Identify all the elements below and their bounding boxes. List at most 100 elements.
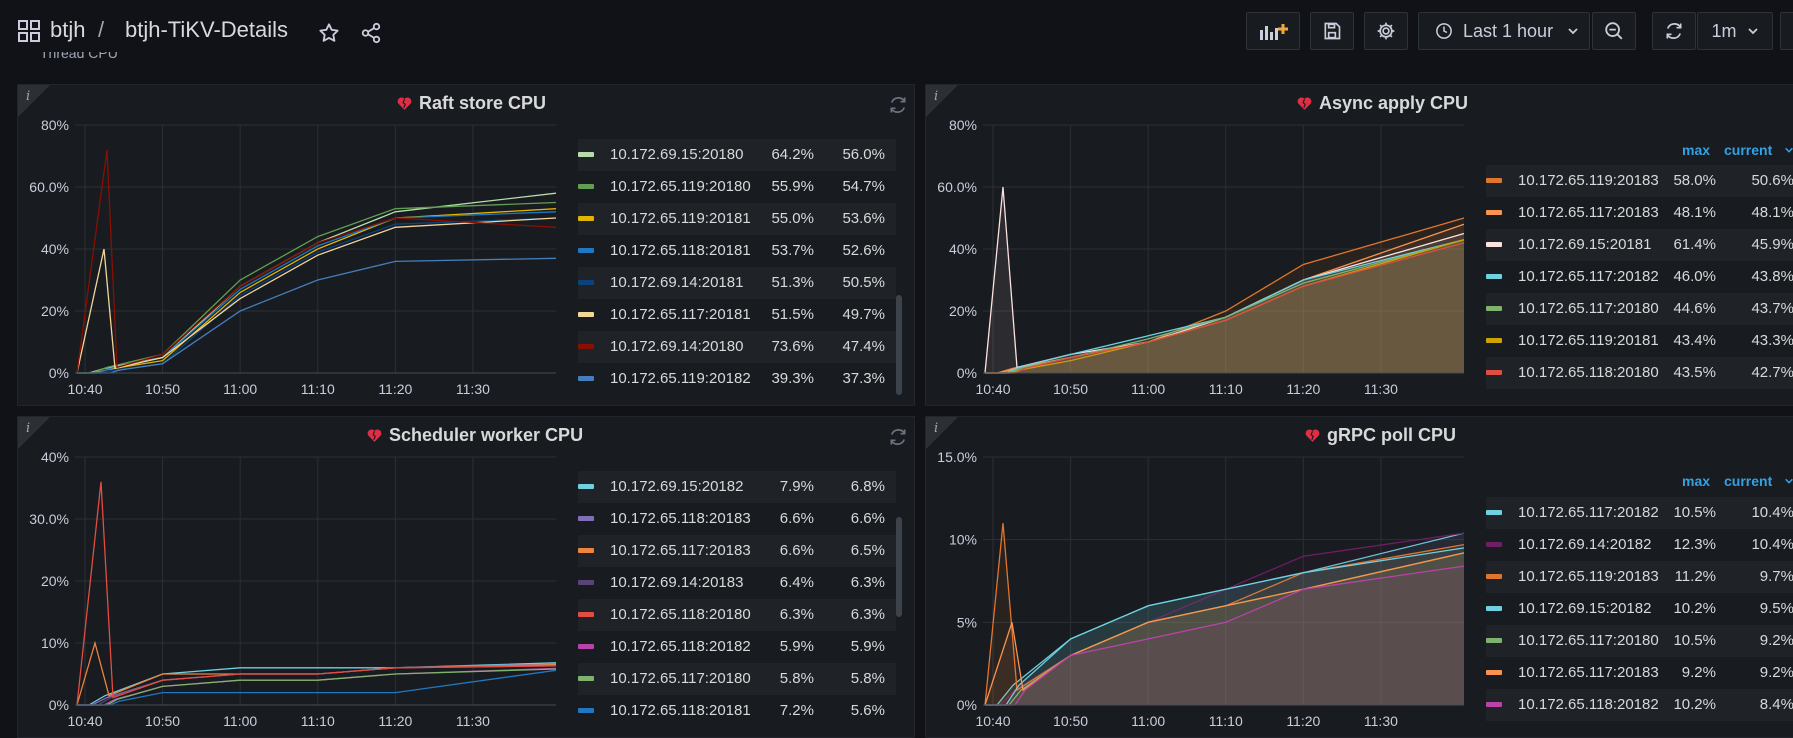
legend-item[interactable]: 10.172.65.118:20181 7.2% 5.6% bbox=[578, 695, 896, 727]
legend-current-value: 6.6% bbox=[850, 510, 885, 527]
legend-item[interactable]: 10.172.69.15:20182 7.9% 6.8% bbox=[578, 471, 896, 503]
legend-item[interactable]: 10.172.65.117:20182 10.5% 10.4% bbox=[1486, 497, 1793, 529]
settings-button[interactable] bbox=[1364, 12, 1408, 50]
legend-item[interactable]: 10.172.65.117:20180 10.5% 9.2% bbox=[1486, 625, 1793, 657]
legend-current-value: 47.4% bbox=[842, 338, 885, 355]
panel-title[interactable]: Async apply CPU bbox=[1296, 93, 1468, 114]
x-tick-label: 11:30 bbox=[1364, 381, 1398, 397]
share-icon[interactable] bbox=[360, 22, 382, 44]
legend-item[interactable]: 10.172.69.14:20181 51.3% 50.5% bbox=[578, 267, 896, 299]
legend-item[interactable]: 10.172.69.15:20181 61.4% 45.9% bbox=[1486, 229, 1793, 261]
x-tick-label: 11:20 bbox=[378, 713, 412, 729]
series-line[interactable] bbox=[985, 239, 1465, 374]
info-icon[interactable]: i bbox=[26, 89, 31, 104]
series-line[interactable] bbox=[985, 242, 1465, 374]
legend-header-current[interactable]: current bbox=[1724, 473, 1773, 489]
legend-item[interactable]: 10.172.65.118:20182 10.2% 8.4% bbox=[1486, 689, 1793, 721]
panel-grpc-poll-cpu: i gRPC poll CPU max current 0% 5% 10% 15.0%… bbox=[925, 416, 1793, 738]
legend-item[interactable]: 10.172.65.118:20183 6.6% 6.6% bbox=[578, 503, 896, 535]
raft-store-cpu-graph[interactable]: 0% 20% 40% 60.0% 80% 10:40 10:50 11:00 11:10 11:2… bbox=[18, 115, 578, 405]
legend-item[interactable]: 10.172.65.119:20181 55.0% 53.6% bbox=[578, 203, 896, 235]
legend-item[interactable]: 10.172.65.117:20180 5.8% 5.8% bbox=[578, 663, 896, 695]
star-icon[interactable] bbox=[318, 22, 340, 44]
legend-series-name: 10.172.65.117:20182 bbox=[1518, 268, 1659, 285]
legend-item[interactable]: 10.172.65.119:20180 55.9% 54.7% bbox=[578, 171, 896, 203]
panel-title[interactable]: Raft store CPU bbox=[396, 93, 546, 114]
add-panel-button[interactable] bbox=[1246, 12, 1300, 50]
legend-header-current[interactable]: current bbox=[1724, 142, 1773, 158]
legend-item[interactable]: 10.172.65.117:20183 48.1% 48.1% bbox=[1486, 197, 1793, 229]
panel-refresh-icon[interactable] bbox=[888, 95, 908, 115]
series-line[interactable] bbox=[76, 217, 557, 374]
panel-title[interactable]: gRPC poll CPU bbox=[1304, 425, 1456, 446]
panel-title[interactable]: Scheduler worker CPU bbox=[366, 425, 583, 446]
legend-color-swatch bbox=[578, 612, 594, 617]
legend-item[interactable]: 10.172.69.14:20183 6.4% 6.3% bbox=[578, 567, 896, 599]
legend-header-max[interactable]: max bbox=[1682, 142, 1711, 158]
series-line[interactable] bbox=[77, 201, 557, 374]
legend-color-swatch bbox=[578, 280, 594, 285]
legend-series-name: 10.172.69.15:20181 bbox=[1518, 236, 1652, 253]
legend-scrollbar[interactable] bbox=[896, 295, 902, 395]
series-line[interactable] bbox=[76, 149, 557, 374]
legend-header-max[interactable]: max bbox=[1682, 473, 1711, 489]
legend-item[interactable]: 10.172.65.118:20180 43.5% 42.7% bbox=[1486, 357, 1793, 389]
x-tick-label: 11:30 bbox=[1364, 713, 1398, 729]
legend-item[interactable]: 10.172.65.118:20181 53.7% 52.6% bbox=[578, 235, 896, 267]
refresh-button[interactable] bbox=[1652, 12, 1696, 50]
series-line[interactable] bbox=[77, 668, 557, 706]
legend-series-name: 10.172.65.117:20180 bbox=[610, 670, 751, 687]
legend-item[interactable]: 10.172.65.119:20183 11.2% 9.7% bbox=[1486, 561, 1793, 593]
y-tick-label: 80% bbox=[41, 117, 69, 133]
series-line[interactable] bbox=[985, 565, 1465, 706]
legend-scrollbar[interactable] bbox=[896, 517, 902, 617]
legend-item[interactable]: 10.172.69.14:20180 73.6% 47.4% bbox=[578, 331, 896, 363]
refresh-interval-picker[interactable]: 1m bbox=[1697, 12, 1773, 50]
series-line[interactable] bbox=[984, 552, 1465, 706]
legend-current-value: 10.4% bbox=[1751, 504, 1793, 521]
legend-item[interactable]: 10.172.69.15:20180 64.2% 56.0% bbox=[578, 139, 896, 171]
legend-item[interactable]: 10.172.65.117:20183 6.6% 6.5% bbox=[578, 535, 896, 567]
scheduler-worker-cpu-graph[interactable]: 0% 10% 20% 30.0% 40% 10:40 10:50 11:00 11:10 11:2… bbox=[18, 447, 578, 737]
page-title[interactable]: btjh-TiKV-Details bbox=[125, 17, 289, 42]
series-line[interactable] bbox=[77, 192, 557, 374]
legend-item[interactable]: 10.172.69.15:20182 10.2% 9.5% bbox=[1486, 593, 1793, 625]
legend-item[interactable]: 10.172.65.119:20183 58.0% 50.6% bbox=[1486, 165, 1793, 197]
legend-item[interactable]: 10.172.69.14:20182 12.3% 10.4% bbox=[1486, 529, 1793, 561]
legend-item[interactable]: 10.172.65.117:20180 44.6% 43.7% bbox=[1486, 293, 1793, 325]
series-line[interactable] bbox=[985, 239, 1465, 374]
grpc-poll-cpu-graph[interactable]: 0% 5% 10% 15.0% 10:40 10:50 11:00 11:10 11:20 11:… bbox=[926, 447, 1486, 737]
info-icon[interactable]: i bbox=[934, 89, 939, 104]
legend-item[interactable]: 10.172.65.118:20182 5.9% 5.9% bbox=[578, 631, 896, 663]
view-mode-button[interactable] bbox=[1780, 12, 1793, 50]
save-dashboard-button[interactable] bbox=[1310, 12, 1354, 50]
series-line[interactable] bbox=[77, 211, 557, 374]
series-line[interactable] bbox=[76, 481, 557, 706]
series-line[interactable] bbox=[77, 662, 557, 706]
series-line[interactable] bbox=[77, 257, 557, 374]
time-range-picker[interactable]: Last 1 hour bbox=[1418, 12, 1590, 50]
breadcrumb-folder[interactable]: btjh bbox=[50, 17, 86, 42]
x-tick-label: 10:40 bbox=[975, 381, 1010, 397]
zoom-out-button[interactable] bbox=[1592, 12, 1636, 50]
legend-item[interactable]: 10.172.65.117:20181 51.5% 49.7% bbox=[578, 299, 896, 331]
info-icon[interactable]: i bbox=[934, 421, 939, 436]
series-line[interactable] bbox=[985, 547, 1465, 706]
panel-refresh-icon[interactable] bbox=[888, 427, 908, 447]
async-apply-cpu-graph[interactable]: 0% 20% 40% 60.0% 80% 10:40 10:50 11:00 11:10 11:2… bbox=[926, 115, 1486, 405]
legend-item[interactable]: 10.172.65.119:20181 43.4% 43.3% bbox=[1486, 325, 1793, 357]
series-line[interactable] bbox=[77, 669, 557, 706]
legend-item[interactable]: 10.172.65.119:20182 39.3% 37.3% bbox=[578, 363, 896, 395]
legend-item[interactable]: 10.172.65.117:20183 9.2% 9.2% bbox=[1486, 657, 1793, 689]
legend-item[interactable]: 10.172.65.118:20180 6.3% 6.3% bbox=[578, 599, 896, 631]
legend-item[interactable]: 10.172.65.117:20182 46.0% 43.8% bbox=[1486, 261, 1793, 293]
x-tick-label: 11:10 bbox=[301, 713, 335, 729]
info-icon[interactable]: i bbox=[26, 421, 31, 436]
series-line[interactable] bbox=[77, 217, 557, 374]
legend-series-name: 10.172.65.119:20183 bbox=[1518, 172, 1659, 189]
time-range-label: Last 1 hour bbox=[1463, 20, 1554, 41]
series-line[interactable] bbox=[77, 208, 557, 374]
legend-max-value: 5.8% bbox=[779, 670, 814, 687]
legend-max-value: 58.0% bbox=[1673, 172, 1716, 189]
dashboards-grid-icon[interactable] bbox=[18, 20, 40, 42]
